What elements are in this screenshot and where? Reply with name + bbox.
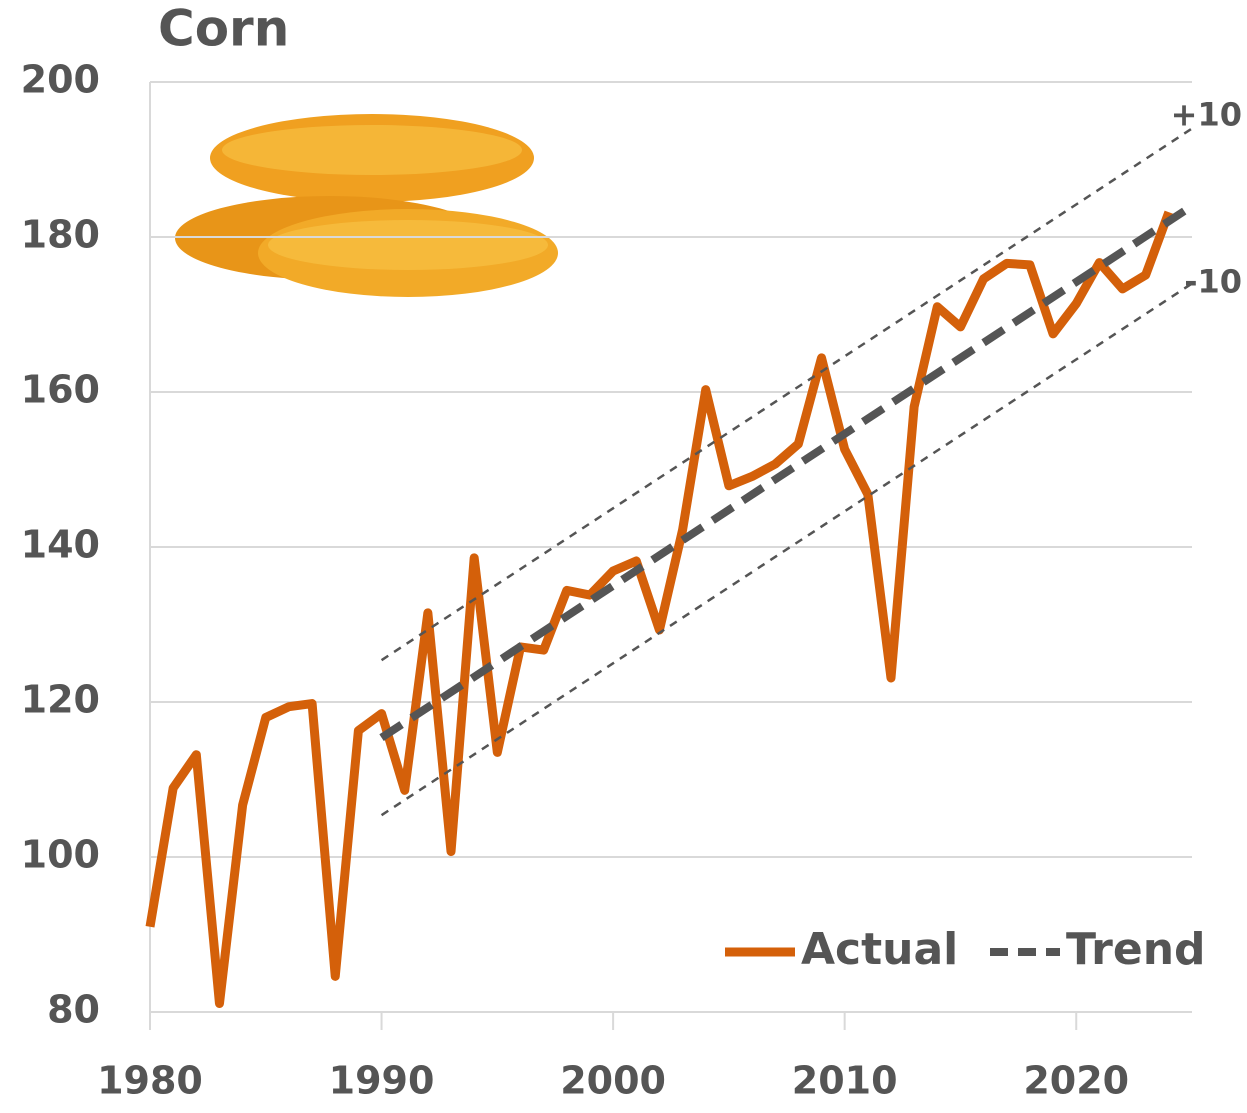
legend-label: Trend (1066, 924, 1206, 975)
y-tick-label: 160 (21, 368, 100, 412)
series-line (145, 210, 1174, 1008)
series-line (379, 202, 1195, 741)
legend-label: Actual (801, 924, 958, 975)
band-line (380, 282, 1193, 817)
band-label: +10 (1171, 96, 1242, 134)
y-tick-label: 80 (47, 988, 100, 1032)
y-tick-label: 200 (21, 58, 100, 102)
y-tick-label: 100 (21, 833, 100, 877)
x-tick-label: 2020 (1023, 1059, 1129, 1103)
corn-illustration (175, 114, 558, 297)
band-label: -10 (1184, 263, 1242, 301)
y-tick-label: 180 (21, 213, 100, 257)
band-line (380, 127, 1193, 662)
y-tick-label: 120 (21, 678, 100, 722)
x-tick-label: 2010 (792, 1059, 898, 1103)
chart-title: Corn (158, 0, 289, 58)
x-tick-label: 1990 (329, 1059, 435, 1103)
y-tick-label: 140 (21, 523, 100, 567)
x-tick-label: 1980 (97, 1059, 203, 1103)
x-tick-label: 2000 (560, 1059, 666, 1103)
